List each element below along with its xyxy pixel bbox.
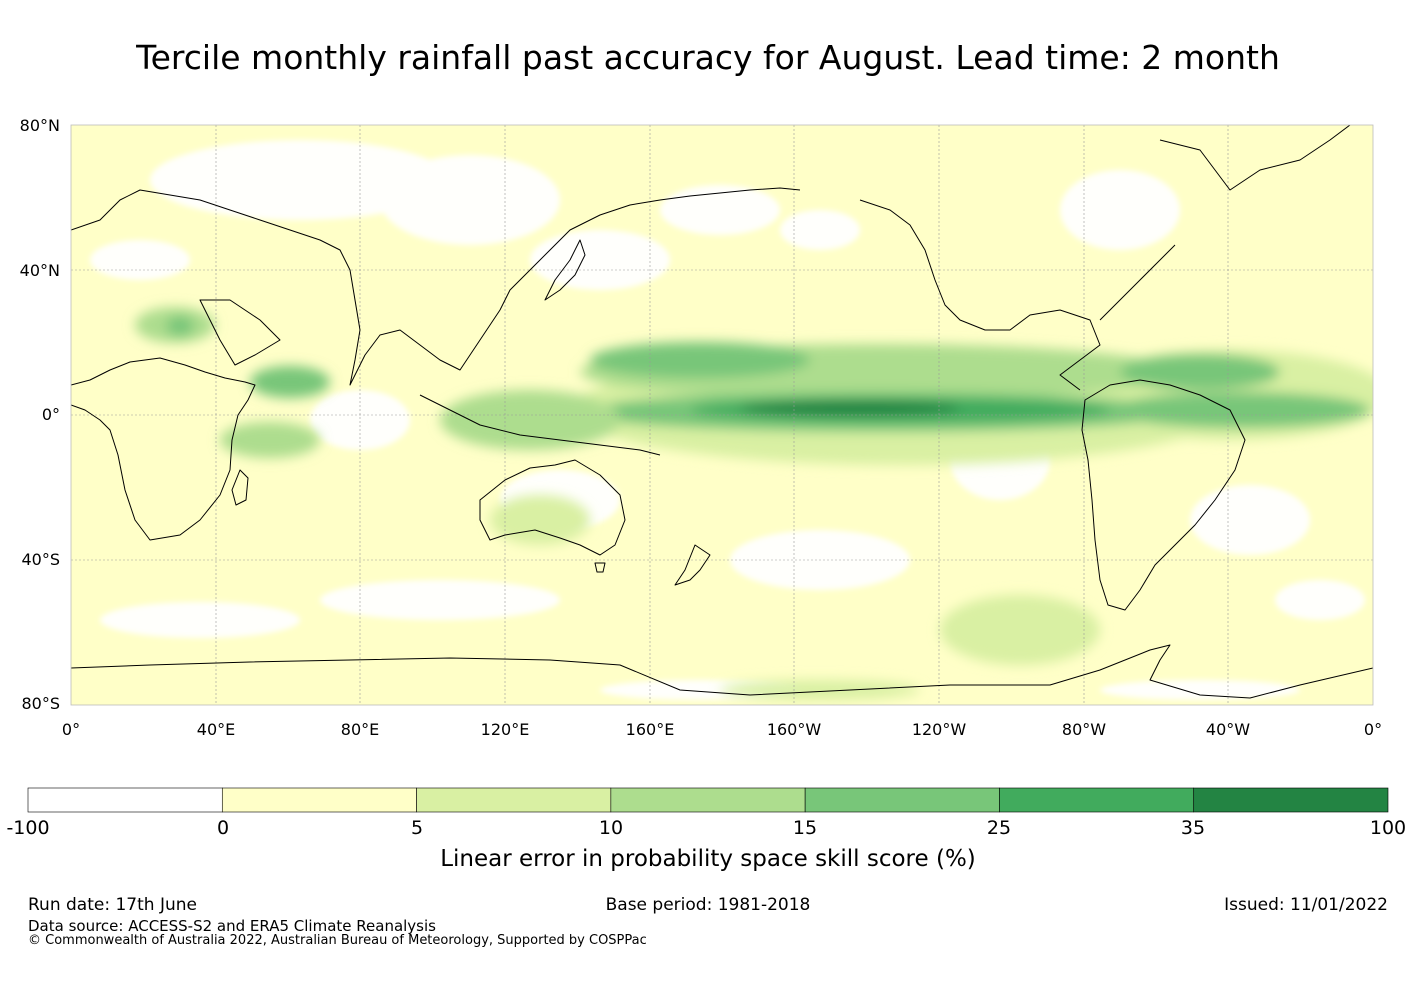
colorbar-tick-15: 15 [792, 817, 818, 839]
lon-label-80w: 80°W [1061, 720, 1107, 739]
europe-asia-coast [71, 187, 801, 386]
copyright: © Commonwealth of Australia 2022, Austra… [28, 933, 647, 948]
lat-label-40n: 40°N [19, 261, 60, 280]
lat-label-40s: 40°S [21, 550, 60, 569]
north-america-coast [859, 199, 1101, 391]
data-source: Data source: ACCESS-S2 and ERA5 Climate … [28, 917, 436, 935]
lon-label-120w: 120°W [911, 720, 967, 739]
colorbar-swatch-4 [804, 787, 1000, 813]
lon-label-160w: 160°W [766, 720, 822, 739]
colorbar-swatch-1 [221, 787, 417, 813]
africa-coast [71, 357, 256, 541]
graticule [71, 125, 1373, 705]
skill-bands [135, 307, 1373, 700]
lon-label-0: 0° [61, 720, 81, 739]
arabia-coast [199, 299, 281, 366]
madagascar-coast [231, 469, 249, 506]
base-period: Base period: 1981-2018 [605, 895, 811, 915]
colorbar-swatch-3 [610, 787, 806, 813]
colorbar-tick-100: 100 [1369, 817, 1407, 839]
colorbar-tick-minus100: -100 [6, 817, 50, 839]
colorbar-tick-35: 35 [1180, 817, 1206, 839]
colorbar-tick-5: 5 [410, 817, 424, 839]
colorbar-tick-0: 0 [216, 817, 230, 839]
colorbar-tick-25: 25 [986, 817, 1012, 839]
map-frame [70, 124, 1374, 706]
colorbar [27, 787, 1389, 813]
coastlines [71, 125, 1373, 699]
colorbar-swatch-2 [416, 787, 612, 813]
run-date: Run date: 17th June [28, 895, 197, 915]
new-zealand-coast [674, 544, 711, 586]
lat-label-equator: 0° [41, 405, 60, 424]
tasmania-coast [594, 562, 606, 573]
north-america-east-coast [1099, 244, 1176, 321]
lon-label-160e: 160°E [625, 720, 675, 739]
south-america-coast [1081, 379, 1246, 611]
lon-label-40e: 40°E [196, 720, 236, 739]
colorbar-swatch-0 [27, 787, 223, 813]
indonesia-coast [419, 394, 661, 456]
antarctica-coast [71, 644, 1373, 699]
greenland-coast [1159, 125, 1351, 191]
colorbar-label: Linear error in probability space skill … [440, 846, 976, 872]
lon-label-0-right: 0° [1363, 720, 1383, 739]
lon-label-80e: 80°E [340, 720, 380, 739]
lat-label-80s: 80°S [21, 694, 60, 713]
lon-label-120e: 120°E [480, 720, 530, 739]
map-title: Tercile monthly rainfall past accuracy f… [136, 38, 1280, 77]
japan-coast [544, 239, 586, 301]
issued-date: Issued: 11/01/2022 [1224, 895, 1388, 915]
colorbar-tick-10: 10 [598, 817, 624, 839]
lon-label-40w: 40°W [1205, 720, 1251, 739]
australia-coast [479, 459, 626, 556]
skill-map [70, 124, 1374, 706]
colorbar-swatch-5 [999, 787, 1195, 813]
lat-label-80n: 80°N [19, 116, 60, 135]
colorbar-swatch-6 [1193, 787, 1389, 813]
